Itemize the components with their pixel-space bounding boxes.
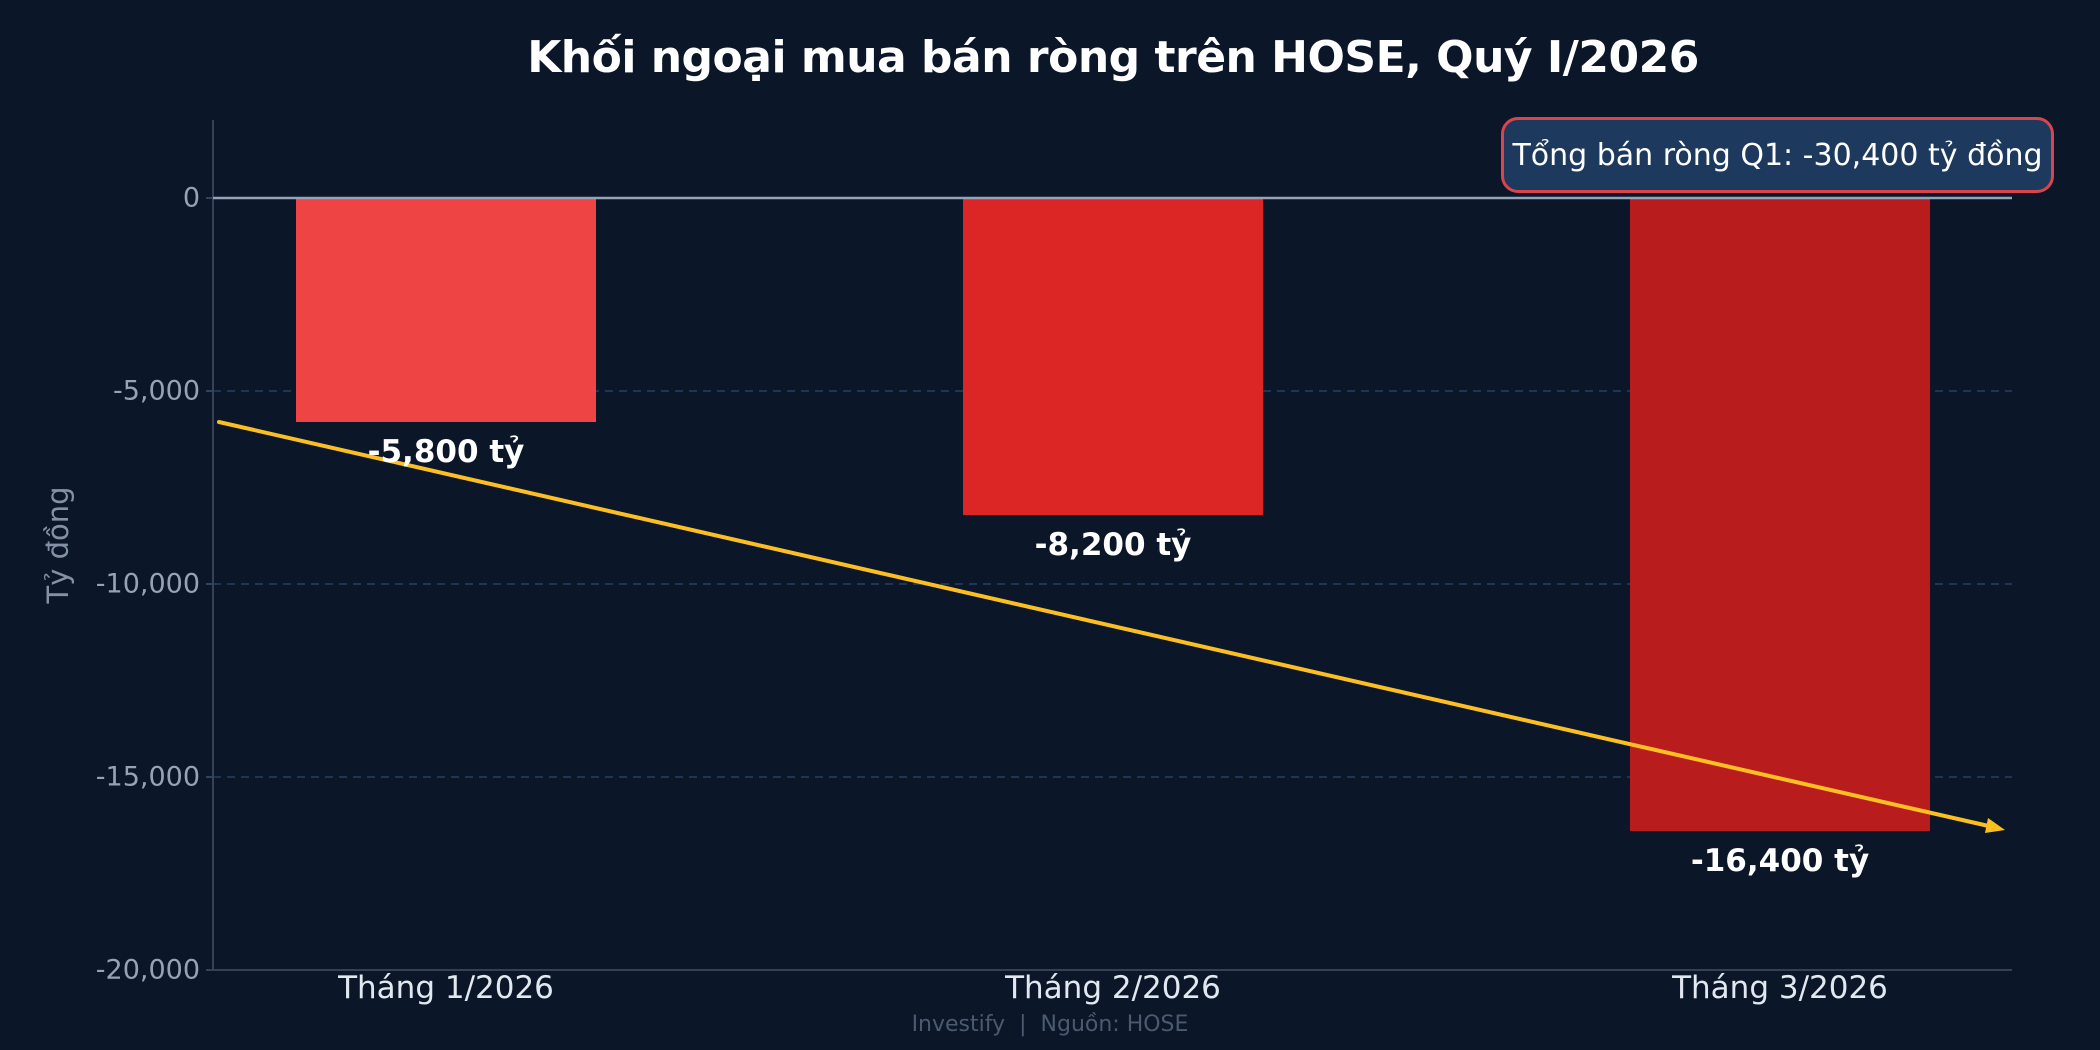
bar-value-label: -8,200 tỷ (1034, 527, 1192, 563)
chart-title: Khối ngoại mua bán ròng trên HOSE, Quý I… (527, 32, 1699, 83)
y-tick-label: 0 (182, 182, 200, 214)
y-tick-label: -5,000 (112, 375, 200, 407)
x-tick-label: Tháng 3/2026 (1672, 970, 1888, 1006)
y-axis-label: Tỷ đồng (41, 486, 75, 604)
total-annotation-text: Tổng bán ròng Q1: -30,400 tỷ đồng (1512, 137, 2043, 173)
bar-value-label: -16,400 tỷ (1690, 843, 1870, 879)
trend-arrow-icon (217, 420, 2005, 833)
y-tick-label: -15,000 (95, 761, 200, 793)
y-tick-label: -20,000 (95, 954, 200, 986)
x-tick-label: Tháng 2/2026 (1005, 970, 1221, 1006)
bar-value-label: -5,800 tỷ (367, 434, 525, 470)
y-tick-marks (206, 197, 213, 971)
bar-thang-2 (963, 198, 1263, 515)
source-footer: Investify | Nguồn: HOSE (911, 1012, 1189, 1037)
y-tick-label: -10,000 (95, 568, 200, 600)
bar-thang-1 (296, 198, 596, 422)
bar-thang-3 (1630, 198, 1930, 831)
total-annotation-box: Tổng bán ròng Q1: -30,400 tỷ đồng (1501, 117, 2054, 193)
x-tick-label: Tháng 1/2026 (338, 970, 554, 1006)
